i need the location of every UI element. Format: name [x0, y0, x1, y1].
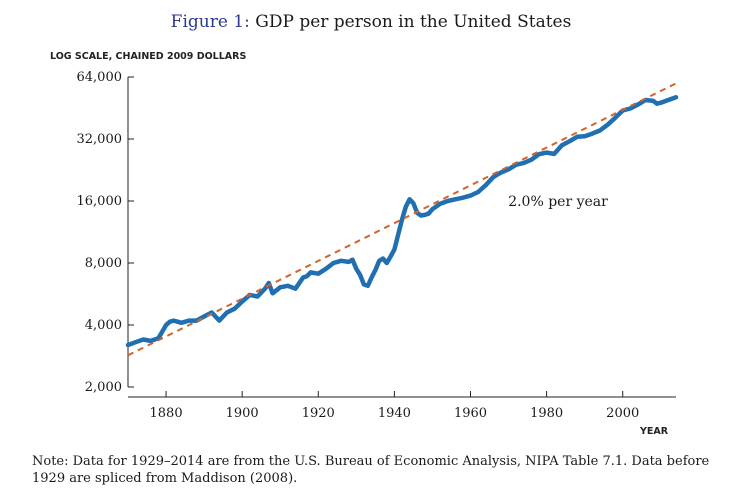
chart-title: Figure 1: GDP per person in the United S…: [0, 12, 742, 32]
source-note: Note: Data for 1929–2014 are from the U.…: [32, 454, 710, 486]
y-axis-label: LOG SCALE, CHAINED 2009 DOLLARS: [50, 51, 247, 62]
trend-line: [127, 82, 677, 357]
y-tick-label: 4,000: [85, 318, 122, 333]
series-group: [125, 82, 679, 357]
x-tick-label: 1900: [226, 406, 259, 421]
x-tick-label: 1880: [150, 406, 183, 421]
trend-annotation: 2.0% per year: [508, 194, 608, 210]
x-tick-label: 1920: [302, 406, 335, 421]
axes-group: 2,000 4,000 8,000 16,000 32,000 64,000 1880 190…: [77, 70, 676, 421]
y-tick-label: 2,000: [85, 380, 122, 395]
y-tick-label: 8,000: [85, 256, 122, 271]
x-axis-label: YEAR: [640, 426, 669, 437]
y-tick-label: 32,000: [77, 132, 123, 147]
gdp-per-person-line: [125, 95, 679, 348]
x-tick-label: 1960: [454, 406, 487, 421]
y-tick-label: 64,000: [77, 70, 123, 85]
gdp-chart: 2,000 4,000 8,000 16,000 32,000 64,000 1880 190…: [77, 70, 679, 421]
x-tick-label: 1980: [530, 406, 563, 421]
x-tick-label: 2000: [606, 406, 639, 421]
x-tick-label: 1940: [378, 406, 411, 421]
figure-number: Figure 1:: [170, 12, 250, 32]
y-tick-label: 16,000: [77, 194, 123, 209]
figure-title-text: GDP per person in the United States: [255, 12, 572, 32]
annotations-group: 2.0% per year: [508, 194, 608, 210]
